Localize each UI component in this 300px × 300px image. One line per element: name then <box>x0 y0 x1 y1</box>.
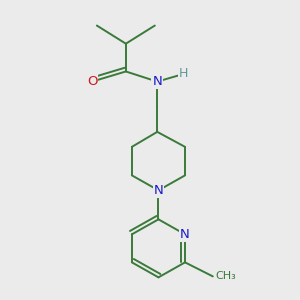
Text: N: N <box>154 184 163 197</box>
Text: N: N <box>152 75 162 88</box>
Text: CH₃: CH₃ <box>215 272 236 281</box>
Text: O: O <box>87 75 97 88</box>
Text: N: N <box>180 228 190 241</box>
Text: H: H <box>179 68 188 80</box>
